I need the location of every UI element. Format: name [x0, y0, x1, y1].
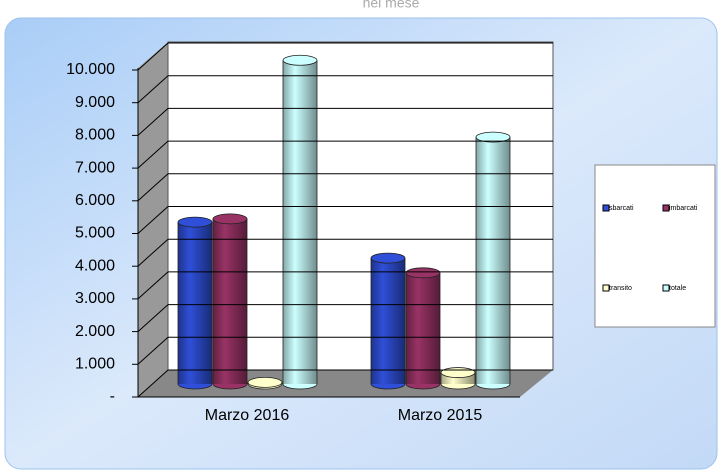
- y-tick-label: 3.000: [75, 290, 115, 307]
- cylinder-shade: [371, 258, 405, 384]
- cylinder: [212, 213, 248, 390]
- grid-line: [137, 238, 169, 267]
- legend-label: sbarcati: [609, 205, 634, 212]
- grid-line: [137, 304, 169, 332]
- y-tick-label: 1.000: [75, 356, 115, 373]
- cylinder: [440, 367, 476, 390]
- y-tick-label: -: [110, 388, 115, 405]
- cylinder-shade: [213, 218, 247, 384]
- cylinder: [475, 131, 511, 390]
- legend: [594, 164, 716, 328]
- legend-label: imbarcati: [669, 205, 698, 212]
- cylinder-top: [212, 213, 248, 225]
- cylinder-shade: [178, 222, 212, 384]
- cylinder: [370, 252, 406, 390]
- cylinder-top: [177, 216, 213, 228]
- y-tick-label: 6.000: [75, 192, 115, 209]
- legend-swatch: [662, 284, 670, 292]
- grid-line: [137, 108, 169, 136]
- cylinder-shade: [441, 372, 475, 384]
- cylinder: [405, 267, 441, 390]
- cylinder: [282, 54, 318, 390]
- cylinder-top: [440, 367, 476, 378]
- grid-line: [137, 336, 169, 365]
- legend-label: transito: [609, 285, 632, 292]
- y-tick-label: 5.000: [75, 225, 115, 242]
- y-tick-label: 8.000: [75, 127, 115, 144]
- cylinder-shade: [476, 137, 510, 384]
- y-tick-label: 7.000: [75, 159, 115, 176]
- cylinder-top: [405, 267, 441, 279]
- cylinder-top: [475, 131, 511, 143]
- legend-swatch: [602, 204, 610, 212]
- legend-label: totale: [669, 285, 686, 292]
- grid-line: [137, 206, 169, 234]
- y-tick-label: 2.000: [75, 323, 115, 340]
- grid-line: [137, 173, 169, 202]
- cylinder-shade: [283, 60, 317, 385]
- grid-line: [137, 271, 169, 300]
- cylinder: [177, 216, 213, 390]
- cylinder-top: [282, 54, 318, 66]
- y-tick-label: 10.000: [66, 61, 115, 78]
- y-tick-label: 4.000: [75, 257, 115, 274]
- legend-swatch: [662, 204, 670, 212]
- legend-swatch: [602, 284, 610, 292]
- x-tick-label: Marzo 2016: [205, 407, 290, 424]
- grid-line: [137, 42, 169, 71]
- cylinder-shade: [406, 272, 440, 384]
- x-tick-label: Marzo 2015: [398, 407, 483, 424]
- y-tick-label: 9.000: [75, 94, 115, 111]
- cylinder-top: [370, 252, 406, 264]
- grid-line: [137, 369, 169, 398]
- grid-line: [137, 140, 169, 169]
- grid-line: [137, 75, 169, 104]
- cylinder: [247, 376, 283, 390]
- cylinder-top: [247, 376, 283, 388]
- chart-title: nel mese: [363, 0, 420, 11]
